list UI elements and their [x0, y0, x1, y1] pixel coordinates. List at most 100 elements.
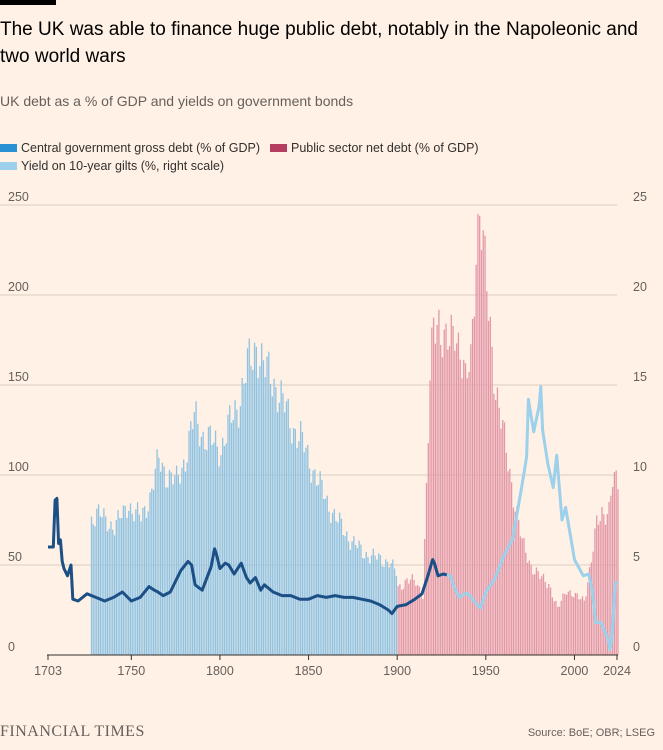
gross-debt-bar: [202, 431, 204, 655]
gross-debt-bar: [195, 401, 197, 655]
legend-label-yield: Yield on 10-year gilts (%, right scale): [21, 159, 225, 173]
source-note: Source: BoE; OBR; LSEG: [527, 727, 655, 739]
gross-debt-bar: [241, 377, 243, 655]
gross-debt-bar: [144, 506, 146, 655]
net-debt-bar: [482, 230, 484, 655]
net-debt-bar: [615, 470, 617, 655]
net-debt-bar: [429, 380, 431, 655]
net-debt-bar: [409, 579, 412, 655]
gross-debt-bar: [335, 520, 337, 655]
gross-debt-bar: [261, 343, 263, 655]
gross-debt-bar: [369, 563, 371, 655]
gross-debt-bar: [142, 507, 144, 655]
net-debt-bar: [416, 584, 419, 655]
net-debt-bar: [500, 428, 502, 655]
gross-debt-bar: [259, 365, 261, 655]
gross-debt-bar: [342, 535, 344, 655]
x-tick-label: 1703: [34, 664, 62, 678]
gross-debt-bar: [177, 475, 179, 655]
gross-debt-bar: [275, 387, 277, 655]
gross-debt-bar: [370, 555, 373, 655]
gross-debt-bar: [282, 393, 284, 655]
net-debt-bar: [535, 567, 538, 655]
gross-debt-bar: [198, 446, 201, 655]
net-debt-bar: [489, 316, 491, 655]
net-debt-bar: [510, 482, 513, 655]
legend-item-gross-debt: Central government gross debt (% of GDP): [0, 141, 260, 155]
gross-debt-bar: [236, 409, 238, 655]
legend-swatch-net-debt: [270, 144, 287, 152]
gross-debt-bar: [285, 401, 288, 655]
net-debt-bar: [599, 521, 601, 655]
net-debt-bar: [507, 471, 509, 655]
net-debt-bar: [608, 501, 610, 655]
yield-line: [48, 385, 619, 652]
legend-label-gross-debt: Central government gross debt (% of GDP): [21, 141, 260, 155]
net-debt-bar: [603, 514, 605, 655]
y-left-tick-label: 0: [8, 640, 15, 654]
gross-debt-bar: [156, 449, 158, 655]
gross-debt-bar: [319, 471, 321, 655]
yield-line-late: [446, 385, 619, 652]
net-debt-bar: [542, 573, 545, 655]
net-debt-bar: [494, 400, 497, 655]
gross-debt-bar: [126, 517, 128, 655]
gross-debt-bar: [250, 365, 252, 655]
gross-debt-bar: [289, 428, 291, 655]
gross-debt-bar: [108, 528, 110, 655]
net-debt-bar: [470, 344, 472, 655]
net-debt-bars: [397, 214, 619, 655]
x-tick-label: 1750: [117, 664, 145, 678]
gross-debt-bar: [135, 509, 137, 655]
net-debt-bar: [523, 537, 525, 655]
gross-debt-bar: [356, 548, 359, 655]
net-debt-bar: [491, 346, 493, 655]
gross-debt-bar: [151, 488, 153, 655]
gross-debt-bar: [307, 444, 309, 655]
gross-debt-bar: [339, 512, 341, 655]
gross-debt-bar: [294, 428, 296, 655]
gross-debt-bar: [331, 512, 334, 655]
net-debt-bar: [557, 607, 559, 655]
net-debt-bar: [464, 363, 467, 655]
gross-debt-bar: [300, 421, 302, 655]
net-debt-bar: [404, 579, 406, 655]
gross-debt-bar: [122, 505, 125, 655]
gross-debt-bar: [220, 455, 222, 655]
y-right-tick-label: 5: [633, 550, 640, 564]
gross-debt-bar: [390, 563, 392, 655]
net-debt-bar: [427, 443, 429, 655]
y-right-tick-label: 0: [633, 640, 640, 654]
gross-debt-bar: [252, 369, 254, 655]
net-debt-bar: [569, 590, 571, 655]
net-debt-bar: [562, 593, 564, 655]
gross-debt-bar: [330, 522, 332, 655]
net-debt-bar: [519, 536, 522, 655]
gross-debt-bar: [344, 536, 346, 655]
legend-label-net-debt: Public sector net debt (% of GDP): [291, 141, 479, 155]
gross-debt-bar: [207, 427, 210, 655]
gross-debt-bar: [363, 558, 366, 655]
net-debt-bar: [425, 482, 428, 655]
net-debt-bar: [448, 346, 451, 655]
gross-debt-bar: [303, 452, 305, 655]
net-debt-bar: [587, 582, 589, 655]
gross-debt-bar: [245, 382, 247, 655]
gross-debt-bar: [291, 443, 293, 655]
gross-debt-bar: [147, 511, 149, 655]
gross-debt-bar: [229, 405, 231, 655]
legend-swatch-yield: [0, 162, 17, 170]
gross-debt-bar: [120, 517, 123, 655]
gross-debt-bar: [191, 429, 194, 655]
gross-debt-bar: [257, 378, 259, 655]
gross-debt-bar: [392, 559, 394, 655]
gross-debt-bar: [128, 510, 130, 655]
net-debt-bar: [480, 249, 483, 655]
net-debt-bar: [455, 343, 458, 655]
gross-debt-bar: [337, 522, 339, 655]
net-debt-bar: [528, 560, 530, 655]
net-debt-bar: [475, 264, 477, 655]
net-debt-bar: [406, 578, 408, 655]
net-debt-bar: [539, 579, 541, 655]
gross-debt-bar: [138, 514, 141, 655]
